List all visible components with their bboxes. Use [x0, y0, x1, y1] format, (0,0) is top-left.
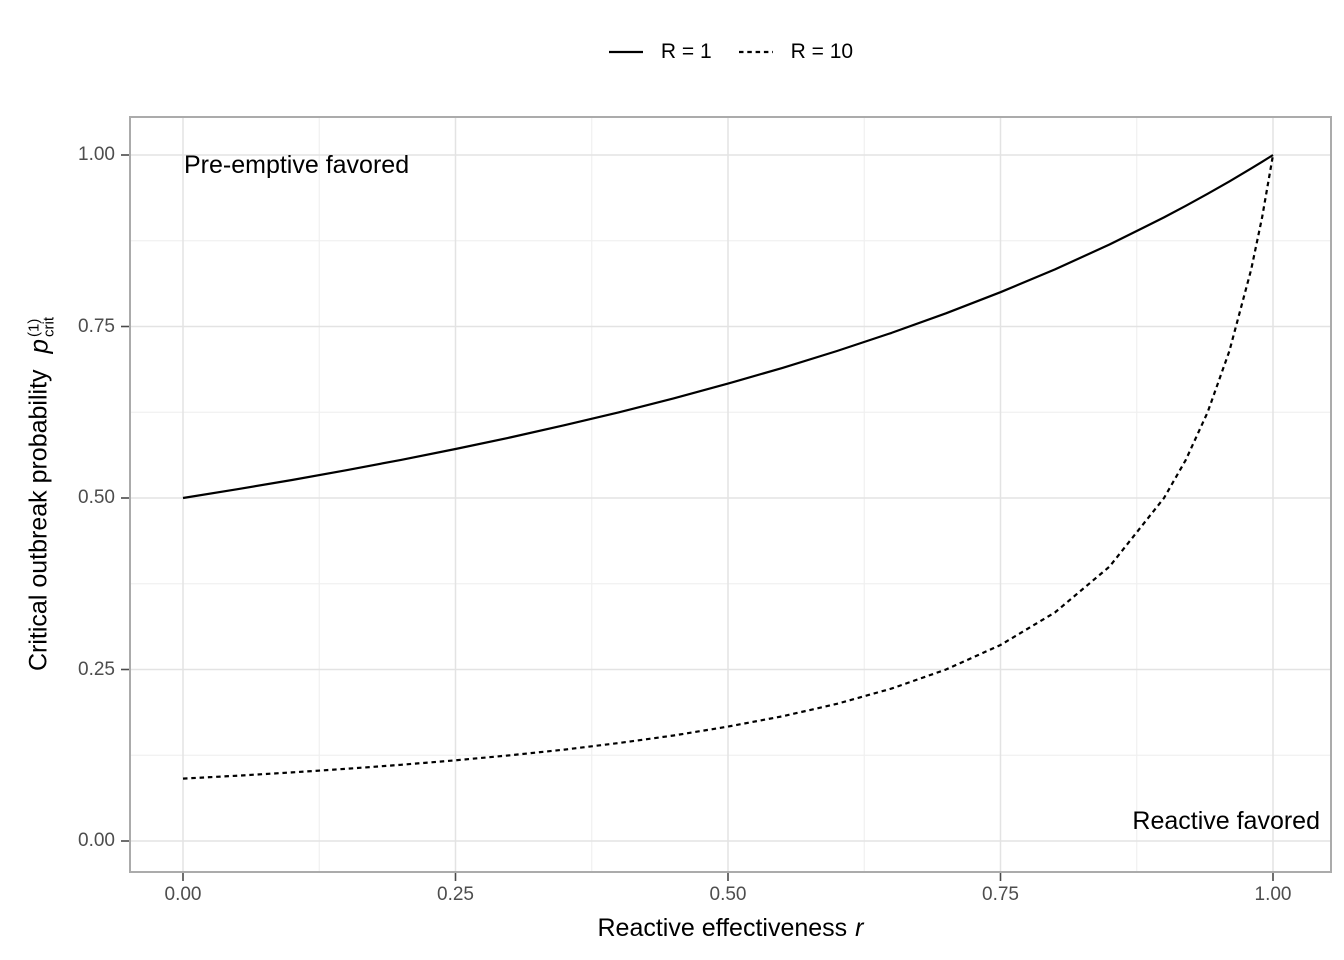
y-tick-label: 0.50: [78, 487, 115, 508]
y-axis-title: Critical outbreak probability p (1) crit: [23, 317, 58, 671]
x-axis-title: Reactive effectiveness r: [130, 914, 1331, 943]
y-tick-label: 0.00: [78, 830, 115, 851]
legend-entry-r10: R = 10: [738, 40, 853, 64]
y-tick-label: 1.00: [78, 144, 115, 165]
annotation-pre-emptive-favored: Pre-emptive favored: [184, 151, 410, 179]
legend-label-r1: R = 1: [660, 40, 712, 63]
y-axis-symbol-subscript: crit: [40, 317, 57, 337]
annotation-reactive-favored: Reactive favored: [1132, 807, 1320, 835]
y-axis-symbol-scripts: (1) crit: [25, 317, 57, 337]
x-tick-label: 1.00: [1254, 884, 1292, 905]
legend-label-r10: R = 10: [790, 40, 854, 63]
y-axis-symbol-superscript: (1): [25, 318, 42, 337]
x-tick-label: 0.00: [164, 884, 202, 905]
legend: R = 1 R = 10: [130, 30, 1331, 74]
y-axis-symbol-p: p: [23, 339, 54, 354]
y-tick-label: 0.25: [78, 658, 115, 680]
x-tick-label: 0.75: [982, 884, 1019, 905]
legend-entry-r1: R = 1: [608, 40, 712, 64]
curve-r=1: [182, 154, 1274, 500]
x-tick-label: 0.50: [709, 884, 747, 905]
panel-border: [129, 116, 1332, 873]
legend-key-dotted-line: [738, 50, 773, 54]
y-axis-title-symbol-group: p (1) crit: [23, 317, 58, 354]
curve-r=10: [182, 154, 1275, 780]
x-axis-title-text: Reactive effectiveness: [597, 914, 848, 942]
x-axis-title-symbol: r: [855, 914, 864, 942]
legend-key-solid-line: [608, 50, 643, 54]
y-axis-title-text: Critical outbreak probability: [24, 369, 53, 671]
x-tick-label: 0.25: [437, 884, 474, 905]
y-tick-label: 0.75: [78, 315, 115, 337]
